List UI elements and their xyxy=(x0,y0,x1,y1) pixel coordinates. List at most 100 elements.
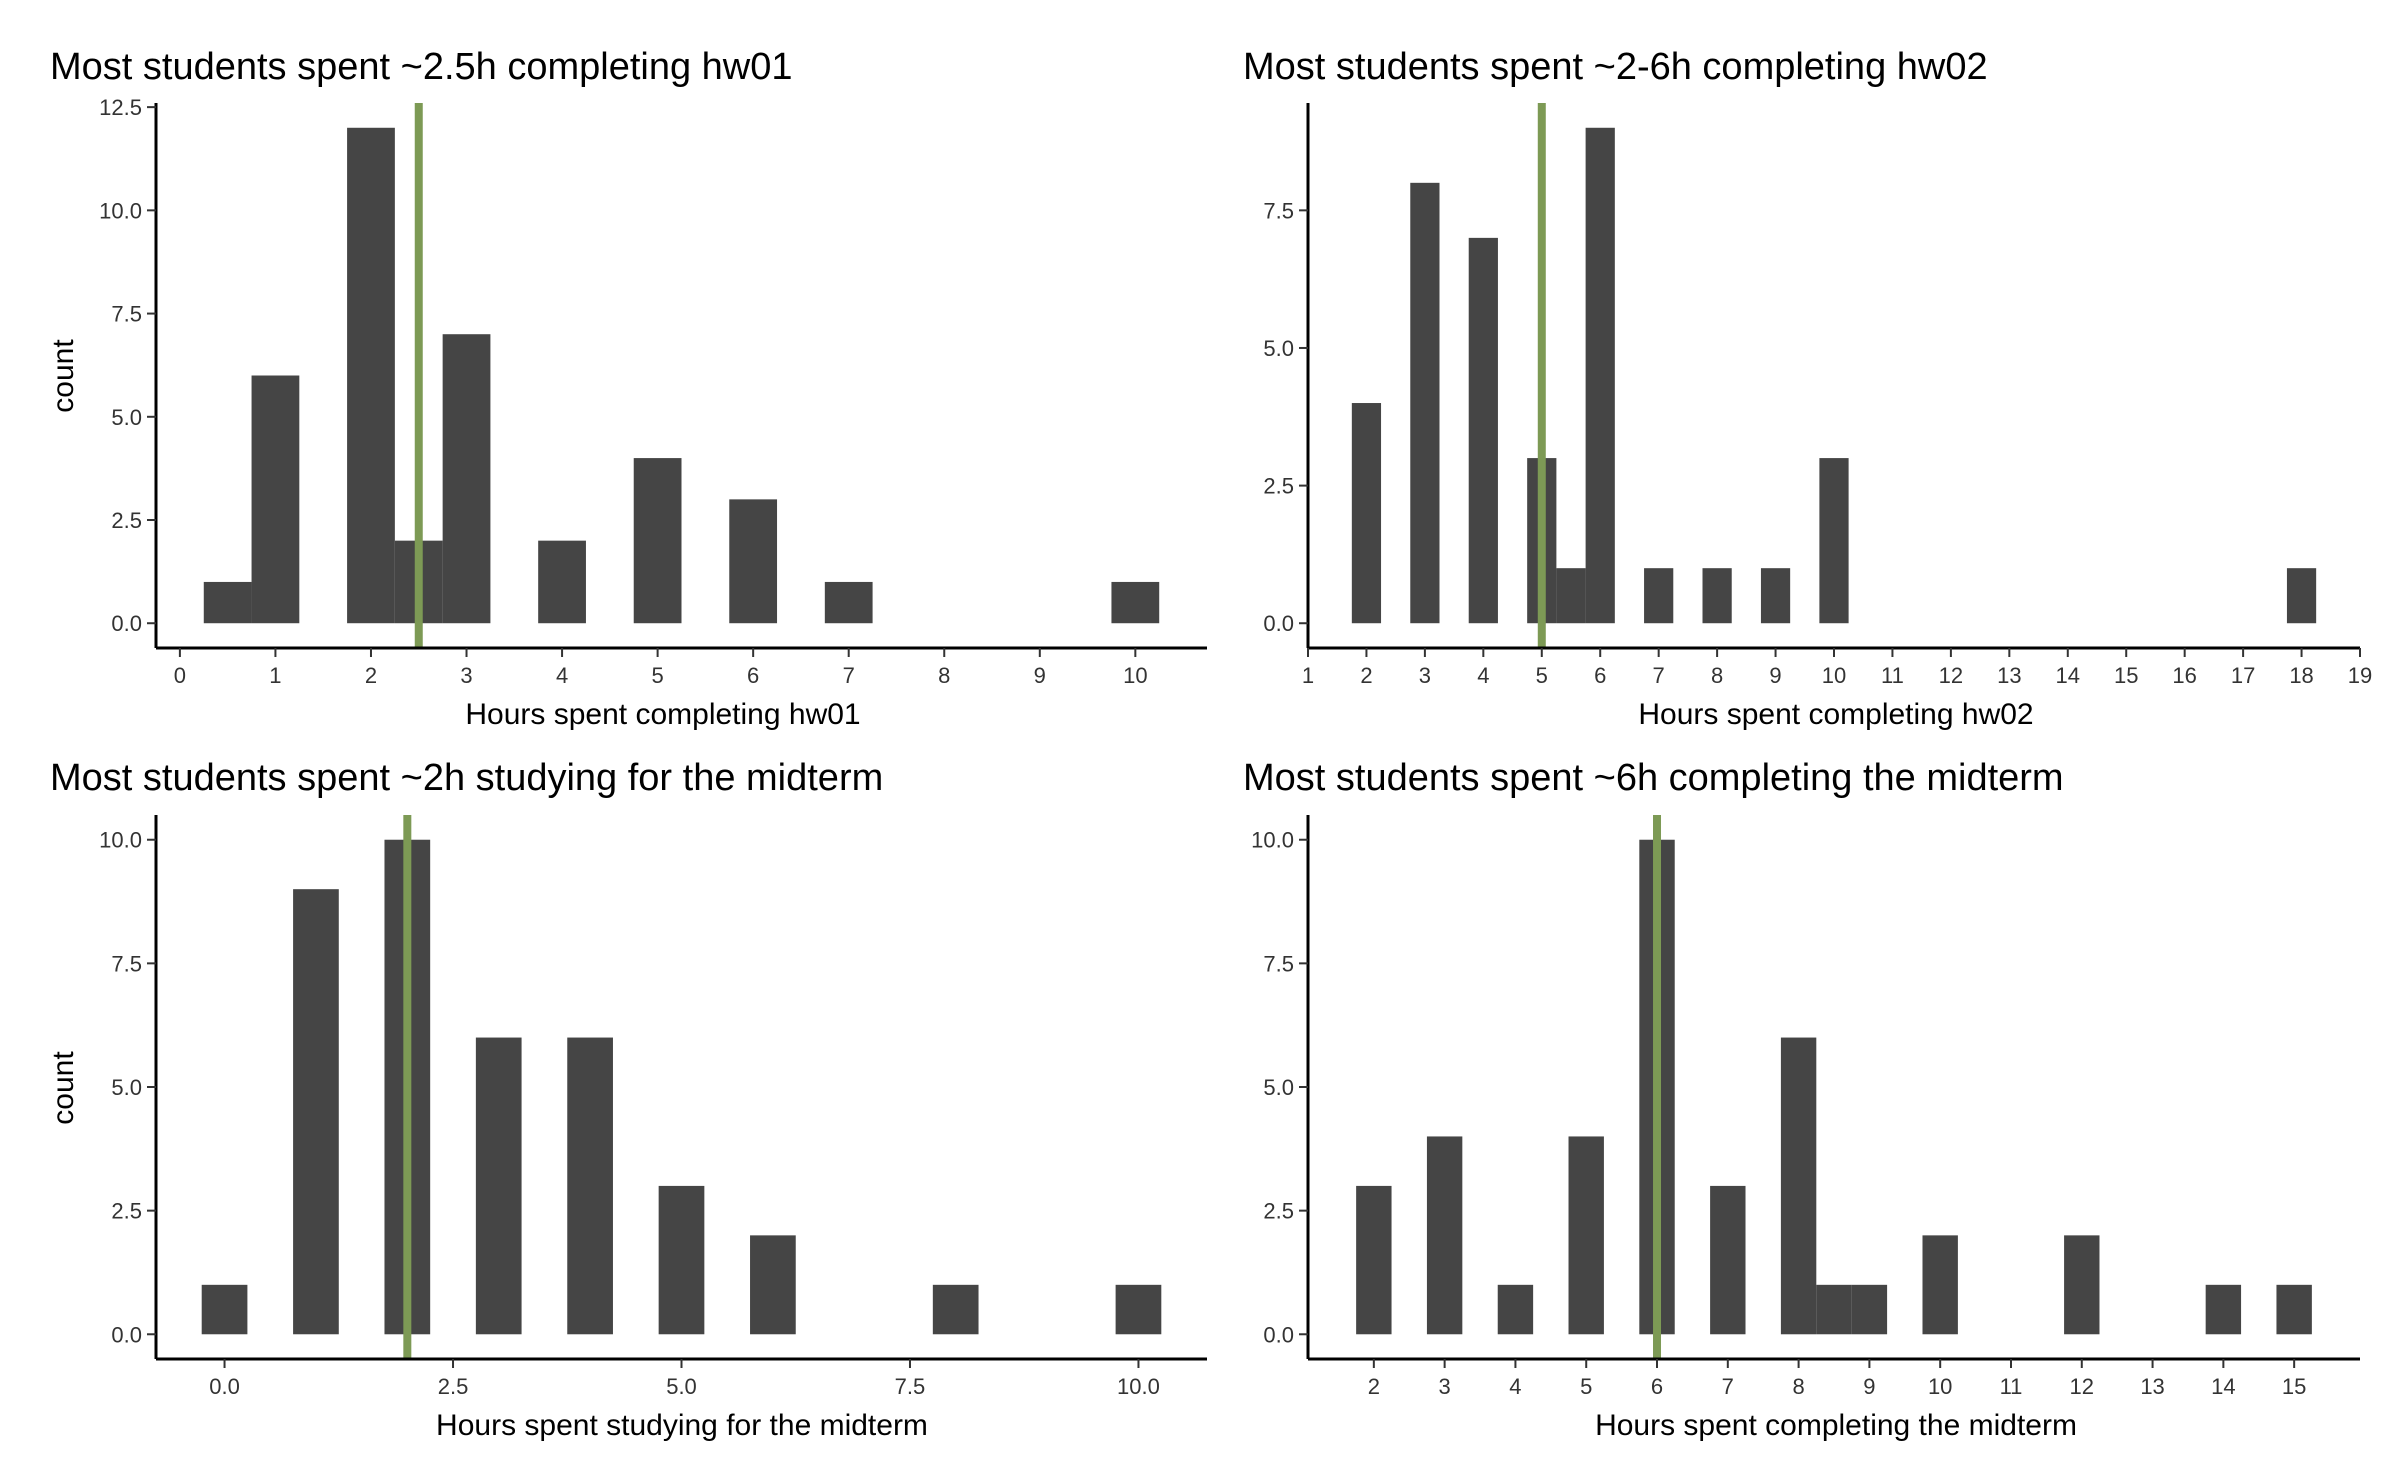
panel-title: Most students spent ~6h completing the m… xyxy=(1243,757,2064,799)
histogram-bar xyxy=(1115,1284,1162,1335)
y-tick-label: 7.5 xyxy=(111,951,142,976)
y-tick-label: 5.0 xyxy=(111,1075,142,1100)
x-tick-label: 9 xyxy=(1769,663,1781,688)
y-ticks: 0.0 2.5 5.0 7.5 10.0 xyxy=(99,828,156,1347)
histogram-bar xyxy=(293,889,339,1335)
x-tick-label: 6 xyxy=(1594,663,1606,688)
x-ticks: 1 2 3 4 5 6 7 8 9 10 11 12 13 14 15 16 17 18 19 xyxy=(1302,648,2372,688)
x-tick-label: 19 xyxy=(2348,663,2372,688)
x-ticks: 0.0 2.5 5.0 7.5 10.0 xyxy=(209,1359,1160,1399)
x-axis-title: Hours spent studying for the midterm xyxy=(436,1409,928,1442)
y-tick-label: 10.0 xyxy=(99,828,142,853)
histogram-panel-midterm-completion: Most students spent ~6h completing the m… xyxy=(1243,757,2360,1442)
x-tick-label: 13 xyxy=(2140,1374,2164,1399)
y-tick-label: 2.5 xyxy=(111,1199,142,1224)
histogram-bar xyxy=(1760,568,1791,624)
histogram-bar xyxy=(567,1037,613,1335)
x-tick-label: 11 xyxy=(2000,1374,2023,1399)
x-tick-label: 3 xyxy=(460,663,472,688)
y-tick-label: 0.0 xyxy=(111,1322,142,1347)
y-axis-title: count xyxy=(47,1051,80,1125)
x-tick-label: 3 xyxy=(1439,1374,1451,1399)
histogram-bar xyxy=(442,334,491,624)
histogram-panel-hw01: Most students spent ~2.5h completing hw0… xyxy=(47,46,1207,731)
histogram-bar xyxy=(1851,1284,1888,1335)
histogram-bar xyxy=(2064,1235,2100,1335)
x-tick-label: 4 xyxy=(556,663,568,688)
histogram-bar xyxy=(203,581,252,624)
x-tick-label: 2 xyxy=(1360,663,1372,688)
histogram-bar xyxy=(1351,403,1382,624)
x-tick-label: 10 xyxy=(1123,663,1147,688)
x-tick-label: 15 xyxy=(2114,663,2138,688)
y-ticks: 0.0 2.5 5.0 7.5 10.0 12.5 xyxy=(99,95,156,636)
y-tick-label: 2.5 xyxy=(111,508,142,533)
y-axis-title: count xyxy=(47,339,80,413)
histogram-bar xyxy=(1585,127,1615,624)
histogram-bar xyxy=(1356,1185,1392,1335)
histogram-bar xyxy=(347,127,395,624)
histogram-bar xyxy=(251,375,300,624)
x-tick-label: 10.0 xyxy=(1117,1374,1160,1399)
histogram-bar xyxy=(1410,182,1440,624)
x-tick-label: 3 xyxy=(1419,663,1431,688)
histogram-bar xyxy=(2205,1284,2242,1335)
bars xyxy=(1356,839,2312,1335)
y-tick-label: 0.0 xyxy=(1263,611,1294,636)
histogram-bar xyxy=(658,1185,705,1335)
histogram-bar xyxy=(1710,1185,1746,1335)
y-tick-label: 12.5 xyxy=(99,95,142,120)
y-tick-label: 0.0 xyxy=(111,611,142,636)
x-tick-label: 5 xyxy=(1536,663,1548,688)
x-tick-label: 4 xyxy=(1509,1374,1521,1399)
x-tick-label: 14 xyxy=(2211,1374,2235,1399)
histogram-bar xyxy=(1644,568,1674,624)
x-tick-label: 9 xyxy=(1863,1374,1875,1399)
histogram-bar xyxy=(633,458,682,624)
y-tick-label: 7.5 xyxy=(111,302,142,327)
histogram-bar xyxy=(1111,581,1160,624)
y-tick-label: 2.5 xyxy=(1263,474,1294,499)
y-tick-label: 10.0 xyxy=(99,198,142,223)
histogram-bar xyxy=(1816,1284,1852,1335)
x-axis-title: Hours spent completing hw02 xyxy=(1638,698,2033,731)
x-tick-label: 1 xyxy=(1302,663,1314,688)
y-tick-label: 10.0 xyxy=(1251,828,1294,853)
histogram-bar xyxy=(1780,1037,1817,1335)
histogram-panel-midterm-study: Most students spent ~2h studying for the… xyxy=(47,757,1207,1442)
x-tick-label: 7.5 xyxy=(895,1374,926,1399)
x-tick-label: 6 xyxy=(747,663,759,688)
histogram-bar xyxy=(750,1235,796,1335)
x-tick-label: 12 xyxy=(2070,1374,2094,1399)
histogram-bar xyxy=(1568,1136,1604,1335)
x-tick-label: 6 xyxy=(1651,1374,1663,1399)
histogram-bar xyxy=(1702,568,1732,624)
x-tick-label: 2 xyxy=(1368,1374,1380,1399)
x-tick-label: 7 xyxy=(1722,1374,1734,1399)
y-tick-label: 5.0 xyxy=(111,405,142,430)
histogram-bar xyxy=(932,1284,979,1335)
y-tick-label: 0.0 xyxy=(1263,1322,1294,1347)
x-tick-label: 5.0 xyxy=(666,1374,697,1399)
histogram-bar xyxy=(1922,1235,1958,1335)
bars xyxy=(201,839,1162,1335)
histogram-bar xyxy=(1426,1136,1463,1335)
x-tick-label: 18 xyxy=(2289,663,2313,688)
bars xyxy=(203,127,1160,624)
x-tick-label: 16 xyxy=(2172,663,2196,688)
y-ticks: 0.0 2.5 5.0 7.5 xyxy=(1263,198,1308,636)
histogram-bar xyxy=(538,540,586,624)
y-tick-label: 7.5 xyxy=(1263,198,1294,223)
y-tick-label: 5.0 xyxy=(1263,1075,1294,1100)
x-tick-label: 15 xyxy=(2282,1374,2306,1399)
x-tick-label: 7 xyxy=(1653,663,1665,688)
x-tick-label: 17 xyxy=(2231,663,2255,688)
x-tick-label: 10 xyxy=(1928,1374,1952,1399)
x-tick-label: 11 xyxy=(1881,663,1904,688)
x-tick-label: 7 xyxy=(843,663,855,688)
histogram-bar xyxy=(201,1284,248,1335)
histogram-bar xyxy=(1556,568,1586,624)
panel-title: Most students spent ~2h studying for the… xyxy=(50,757,883,799)
histogram-bar xyxy=(1468,237,1498,624)
x-tick-label: 1 xyxy=(269,663,281,688)
